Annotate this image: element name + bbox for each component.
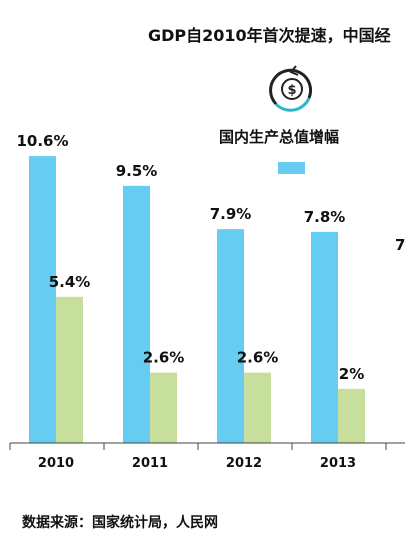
data-label-cropped: 7. xyxy=(395,236,405,254)
x-tick-label-2011: 2011 xyxy=(132,456,168,471)
data-label-2012-s2: 2.6% xyxy=(237,349,279,367)
data-label-2013-s1: 7.8% xyxy=(304,208,346,226)
legend-title: 国内生产总值增幅 xyxy=(219,128,340,146)
bar-2013-s1 xyxy=(311,231,338,443)
bar-2012-s2 xyxy=(244,372,271,443)
legend-swatch-blue xyxy=(278,162,305,174)
x-axis: 2010 2011 2012 2013 xyxy=(9,442,405,471)
data-label-2012-s1: 7.9% xyxy=(210,205,252,223)
bar-2010-s2 xyxy=(56,296,83,443)
bar-2010-s1 xyxy=(29,156,56,443)
bar-2013-s2 xyxy=(338,388,365,443)
x-tick-label-2013: 2013 xyxy=(320,456,356,471)
x-tick-label-2012: 2012 xyxy=(226,456,262,471)
data-label-2010-s2: 5.4% xyxy=(49,273,91,291)
source-note: 数据来源：国家统计局，人民网 xyxy=(22,515,218,531)
x-tick-label-2010: 2010 xyxy=(38,456,74,471)
bar-2011-s2 xyxy=(150,372,177,443)
data-label-2011-s2: 2.6% xyxy=(143,349,185,367)
bar-2011-s1 xyxy=(123,185,150,443)
chart-title: GDP自2010年首次提速，中国经 xyxy=(148,26,391,45)
svg-text:$: $ xyxy=(287,83,296,98)
data-label-2013-s2: 2% xyxy=(339,365,364,383)
data-label-2011-s1: 9.5% xyxy=(116,162,158,180)
dollar-refresh-icon: $ xyxy=(269,65,313,112)
bar-2012-s1 xyxy=(217,229,244,443)
bars-layer: 10.6% 5.4% 9.5% 2.6% 7.9% 2.6% 7.8% 2% 7. xyxy=(16,132,405,443)
data-label-2010-s1: 10.6% xyxy=(16,132,68,150)
